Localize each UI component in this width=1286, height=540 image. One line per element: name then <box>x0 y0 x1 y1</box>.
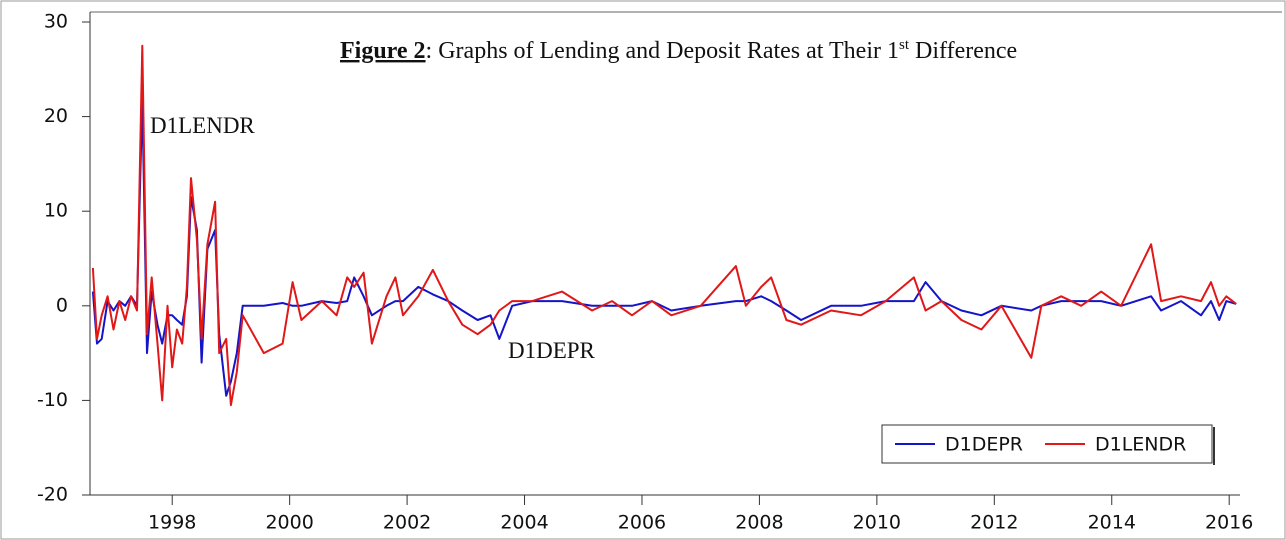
x-tick-label: 2010 <box>853 512 901 534</box>
y-tick-label: -20 <box>37 484 68 506</box>
legend-label: D1DEPR <box>945 434 1023 456</box>
x-tick-label: 1998 <box>148 512 196 534</box>
title-label: Figure 2 <box>340 38 426 64</box>
x-tick-label: 2002 <box>383 512 431 534</box>
title-superscript: st <box>899 37 910 53</box>
x-tick-label: 2006 <box>618 512 666 534</box>
series-line <box>91 44 1237 407</box>
y-tick-label: 20 <box>44 105 68 127</box>
chart-title: Figure 2: Graphs of Lending and Deposit … <box>340 37 1017 64</box>
title-text: : Graphs of Lending and Deposit Rates at… <box>426 38 899 64</box>
legend-label: D1LENDR <box>1095 434 1186 456</box>
annotation: D1LENDR <box>150 113 255 138</box>
y-tick-label: 30 <box>44 11 68 33</box>
x-tick-label: 2016 <box>1205 512 1253 534</box>
y-tick-label: -10 <box>37 389 68 411</box>
annotation: D1DEPR <box>508 338 596 363</box>
x-tick-label: 2000 <box>265 512 313 534</box>
x-tick-label: 2012 <box>970 512 1018 534</box>
y-tick-label: 10 <box>44 200 68 222</box>
y-tick-label: 0 <box>56 294 68 316</box>
x-tick-label: 2004 <box>500 512 548 534</box>
x-tick-label: 2014 <box>1088 512 1136 534</box>
title-end: Difference <box>909 38 1017 64</box>
x-tick-label: 2008 <box>735 512 783 534</box>
